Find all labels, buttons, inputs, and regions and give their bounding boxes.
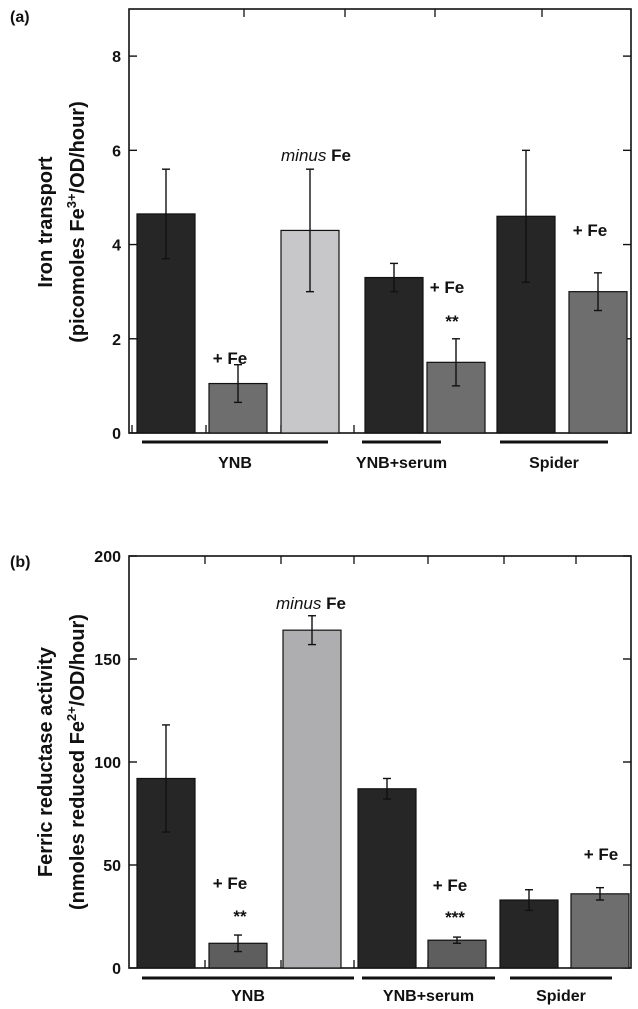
bar (364, 276, 424, 434)
y-tick-label: 100 (94, 755, 121, 772)
note-bold: Fe (326, 594, 346, 613)
note-italic: minus (281, 146, 331, 165)
note-bold: Fe (331, 146, 351, 165)
y-tick-label: 6 (112, 143, 121, 160)
fe-annotation: + Fe (573, 221, 608, 240)
bar (136, 777, 196, 969)
fe-annotation: + Fe (584, 845, 619, 864)
group-label: YNB (231, 988, 265, 1005)
panel-label: (b) (10, 554, 30, 571)
bar (499, 899, 559, 969)
y-axis-title: Ferric reductase activity (35, 646, 57, 877)
fe-annotation: + Fe (430, 278, 465, 297)
significance-marker: ** (233, 907, 247, 926)
fe-annotation: + Fe (213, 874, 248, 893)
bar (282, 629, 342, 969)
significance-marker: ** (445, 312, 459, 331)
y-tick-label: 4 (112, 238, 121, 255)
fe-annotation: + Fe (213, 349, 248, 368)
y-units-pre: (picomoles Fe (67, 208, 89, 342)
y-axis-units: (nmoles reduced Fe2+/OD/hour) (64, 614, 89, 910)
minus-fe-note: minus Fe (276, 594, 346, 613)
chart-panel-a: 0 2 4 6 8 + Fe + Fe ** + Fe YNB YNB+serum Spider (a)… (10, 8, 632, 472)
y-tick-label: 0 (112, 961, 121, 978)
y-tick-label: 0 (112, 426, 121, 443)
y-tick-label: 150 (94, 652, 121, 669)
group-label: YNB (218, 455, 252, 472)
group-label: Spider (529, 455, 579, 472)
y-tick-label: 8 (112, 49, 121, 66)
bar (427, 939, 487, 969)
significance-marker: *** (445, 908, 465, 927)
bar (570, 893, 630, 969)
fe-annotation: + Fe (433, 876, 468, 895)
y-units-pre: (nmoles reduced Fe (67, 721, 89, 910)
y-axis-units: (picomoles Fe3+/OD/hour) (64, 101, 89, 343)
panel-label: (a) (10, 9, 30, 26)
y-units-sup: 3+ (64, 193, 79, 208)
bar (568, 291, 628, 434)
y-units-post: /OD/hour) (67, 614, 89, 706)
minus-fe-note: minus Fe (281, 146, 351, 165)
bar (357, 788, 417, 969)
group-label: Spider (536, 988, 586, 1005)
y-tick-label: 50 (103, 858, 121, 875)
y-tick-label: 2 (112, 332, 121, 349)
group-label: YNB+serum (383, 988, 474, 1005)
y-units-post: /OD/hour) (67, 101, 89, 193)
note-italic: minus (276, 594, 326, 613)
chart-panel-b: 0 50 100 150 200 + Fe ** + Fe *** + Fe YNB YNB+seru… (10, 549, 632, 1005)
bar (208, 942, 268, 969)
y-axis-title: Iron transport (35, 156, 57, 287)
group-label: YNB+serum (356, 455, 447, 472)
y-units-sup: 2+ (64, 706, 79, 721)
y-tick-label: 200 (94, 549, 121, 566)
